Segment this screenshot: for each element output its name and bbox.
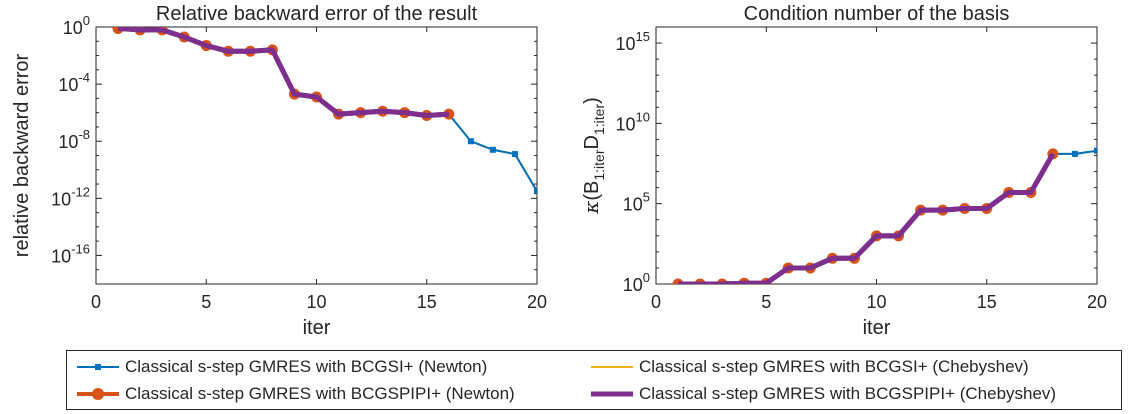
x-tick-label: 10 — [306, 292, 326, 312]
y-tick-label: 105 — [623, 190, 650, 215]
legend-label-bcgspipi-cheb: Classical s-step GMRES with BCGSPIPI+ (C… — [639, 384, 1057, 403]
x-axis-label: iter — [863, 317, 891, 339]
series-line-4-top — [117, 27, 449, 119]
x-tick-label: 15 — [977, 292, 997, 312]
legend-swatch-bcgsi-cheb — [591, 366, 633, 368]
x-axis-label: iter — [303, 317, 331, 339]
chart-panel-1: Relative backward error of the result 0 5 1… — [11, 3, 547, 339]
legend-item-bcgsi-newton: Classical s-step GMRES with BCGSI+ (Newt… — [75, 355, 487, 379]
x-tick-label: 0 — [91, 292, 101, 312]
data-point-square — [1071, 150, 1078, 157]
y-tick-label: 10-4 — [58, 70, 90, 95]
x-tick-label: 20 — [527, 292, 547, 312]
chart-title: Relative backward error of the result — [156, 3, 478, 25]
series-group — [112, 27, 537, 195]
series-group — [672, 147, 1097, 284]
legend-swatch-bcgspipi-newton — [77, 388, 119, 400]
y-axis-label: κ(B1:iterD1:iter) — [579, 97, 607, 215]
legend-item-bcgsi-cheb: Classical s-step GMRES with BCGSI+ (Cheb… — [589, 355, 1029, 379]
series-line-4-top — [678, 152, 1056, 284]
data-point-square — [467, 138, 474, 145]
data-point-square — [1094, 147, 1097, 154]
legend-label-bcgspipi-newton: Classical s-step GMRES with BCGSPIPI+ (N… — [125, 384, 515, 403]
y-tick-label: 100 — [63, 13, 90, 38]
plots-canvas: Relative backward error of the result 0 5 1… — [11, 3, 1107, 339]
chart-title: Condition number of the basis — [744, 3, 1010, 25]
legend-swatch-bcgsi-newton — [77, 364, 119, 370]
x-tick-label: 15 — [417, 292, 437, 312]
x-tick-label: 5 — [201, 292, 211, 312]
legend-label-bcgsi-newton: Classical s-step GMRES with BCGSI+ (Newt… — [125, 357, 488, 376]
x-tick-label: 20 — [1087, 292, 1107, 312]
x-tick-label: 10 — [866, 292, 886, 312]
y-tick-label: 1015 — [616, 29, 651, 54]
y-tick-label: 10-16 — [51, 241, 90, 266]
legend-item-bcgspipi-cheb: Classical s-step GMRES with BCGSPIPI+ (C… — [589, 382, 1056, 406]
y-tick-label: 10-12 — [51, 184, 90, 209]
legend-label-bcgsi-cheb: Classical s-step GMRES with BCGSI+ (Cheb… — [639, 357, 1029, 376]
data-point-square — [534, 188, 537, 195]
legend-item-bcgspipi-newton: Classical s-step GMRES with BCGSPIPI+ (N… — [75, 382, 515, 406]
y-tick-label: 10-8 — [58, 127, 90, 152]
plot-area — [95, 26, 538, 285]
data-point-square — [489, 146, 496, 153]
data-point-square — [511, 151, 518, 158]
plot-area — [655, 26, 1098, 285]
y-tick-label: 1010 — [616, 109, 651, 134]
legend: Classical s-step GMRES with BCGSI+ (Newt… — [66, 350, 1122, 410]
x-tick-label: 5 — [761, 292, 771, 312]
y-tick-label: 100 — [623, 270, 650, 295]
y-axis-label: relative backward error — [11, 53, 33, 257]
legend-swatch-bcgspipi-cheb — [591, 391, 633, 397]
x-tick-label: 0 — [651, 292, 661, 312]
